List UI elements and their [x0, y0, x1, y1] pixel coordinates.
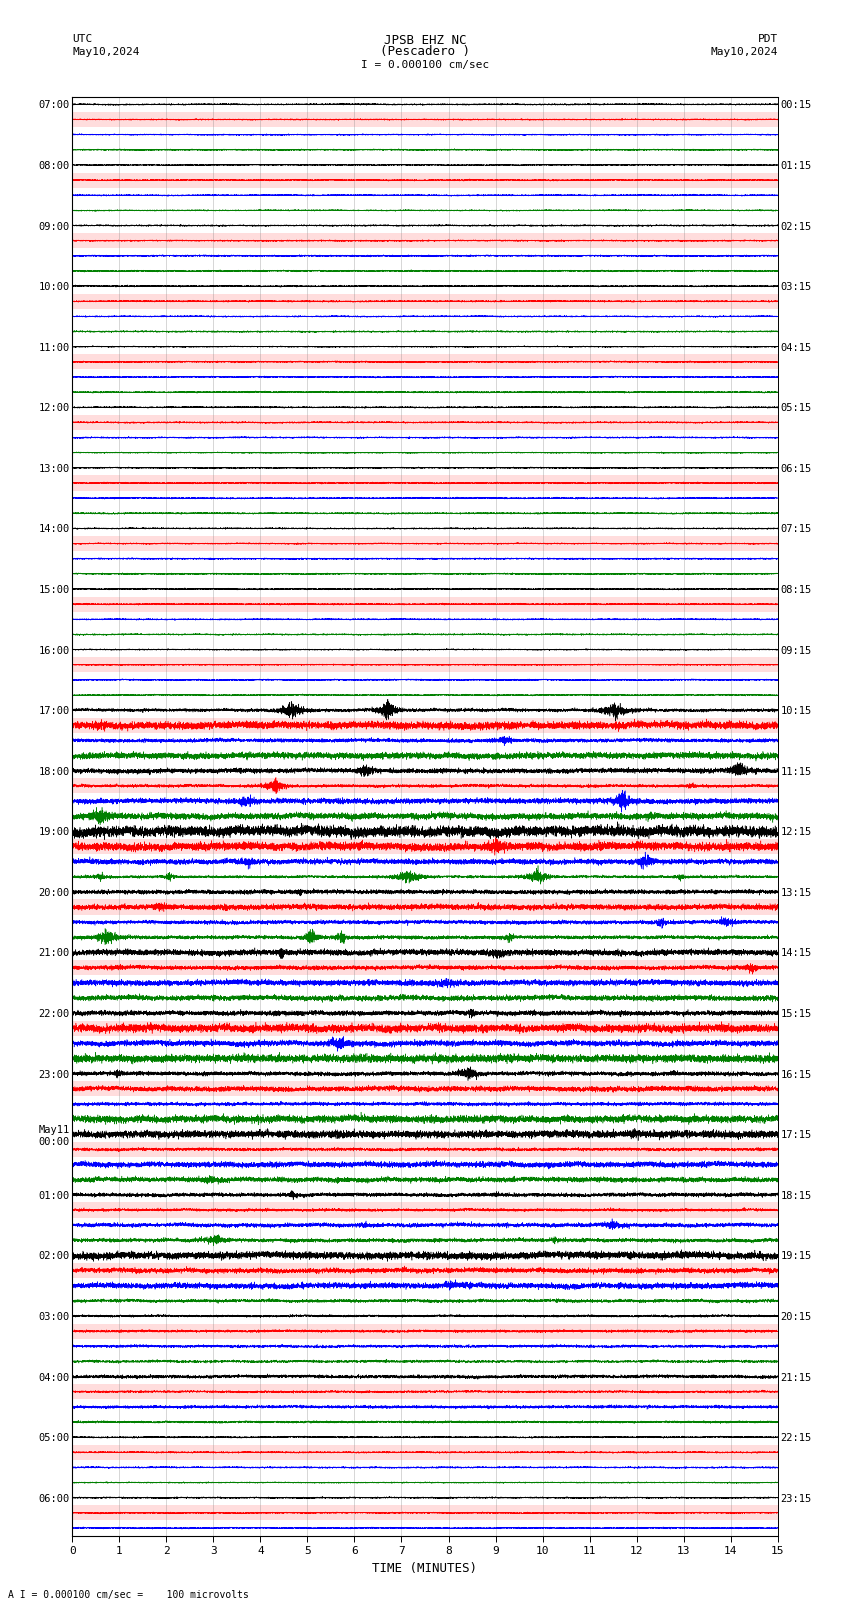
Bar — [72, 656, 778, 673]
Bar — [72, 173, 778, 187]
Bar — [72, 839, 778, 853]
Bar — [72, 900, 778, 915]
Bar — [72, 415, 778, 431]
Text: I = 0.000100 cm/sec: I = 0.000100 cm/sec — [361, 60, 489, 69]
Text: PDT: PDT — [757, 34, 778, 44]
Bar — [72, 1142, 778, 1157]
Bar — [72, 597, 778, 611]
Bar — [72, 1021, 778, 1036]
Bar — [72, 1324, 778, 1339]
Text: JPSB EHZ NC: JPSB EHZ NC — [383, 34, 467, 47]
X-axis label: TIME (MINUTES): TIME (MINUTES) — [372, 1561, 478, 1574]
Bar — [72, 960, 778, 976]
Text: May10,2024: May10,2024 — [72, 47, 139, 56]
Bar — [72, 111, 778, 127]
Bar — [72, 476, 778, 490]
Bar — [72, 1202, 778, 1218]
Text: May10,2024: May10,2024 — [711, 47, 778, 56]
Bar — [72, 1081, 778, 1097]
Bar — [72, 779, 778, 794]
Bar — [72, 294, 778, 308]
Text: A I = 0.000100 cm/sec =    100 microvolts: A I = 0.000100 cm/sec = 100 microvolts — [8, 1590, 249, 1600]
Text: UTC: UTC — [72, 34, 93, 44]
Bar — [72, 1445, 778, 1460]
Bar — [72, 536, 778, 552]
Bar — [72, 355, 778, 369]
Text: (Pescadero ): (Pescadero ) — [380, 45, 470, 58]
Bar — [72, 1263, 778, 1277]
Bar — [72, 718, 778, 732]
Bar — [72, 1505, 778, 1521]
Bar — [72, 1384, 778, 1398]
Bar — [72, 234, 778, 248]
